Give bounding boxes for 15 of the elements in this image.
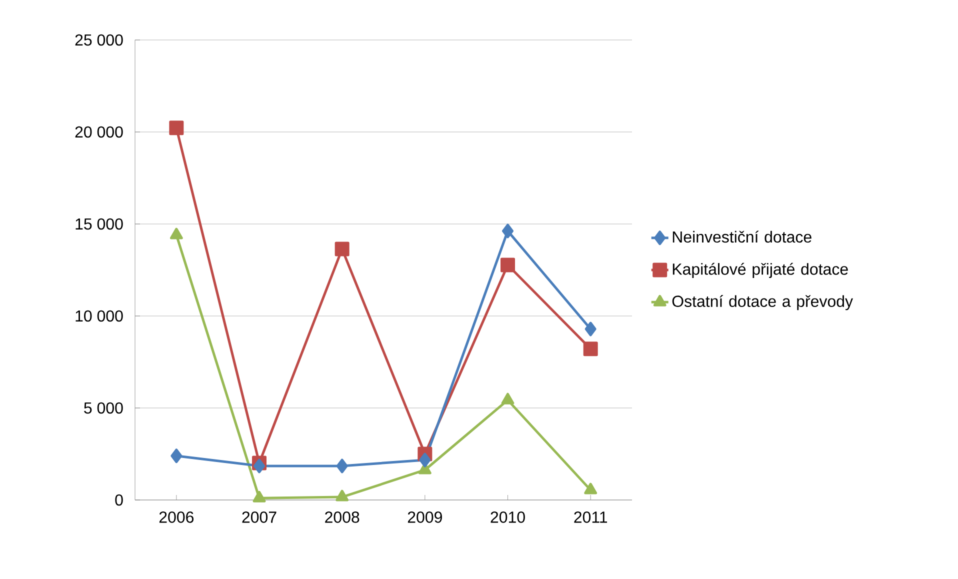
legend-label: Neinvestiční dotace: [672, 230, 812, 243]
x-tick-label: 2006: [159, 512, 194, 523]
y-tick-label: 20 000: [75, 126, 123, 138]
x-tick-label: 2007: [242, 512, 276, 523]
y-tick-label: 25 000: [75, 34, 123, 46]
legend-label: Ostatní dotace a převody: [672, 295, 853, 310]
x-tick-label: 2009: [408, 512, 442, 523]
y-tick-label: 10 000: [76, 310, 123, 322]
x-tick-label: 2008: [325, 512, 360, 523]
y-tick-label: 0: [115, 494, 123, 506]
y-tick-label: 5 000: [84, 402, 123, 414]
x-tick-label: 2011: [574, 512, 608, 523]
x-tick-label: 2010: [490, 512, 525, 523]
legend-label: Kapitálové přijaté dotace: [672, 262, 848, 278]
y-tick-label: 15 000: [76, 218, 123, 230]
